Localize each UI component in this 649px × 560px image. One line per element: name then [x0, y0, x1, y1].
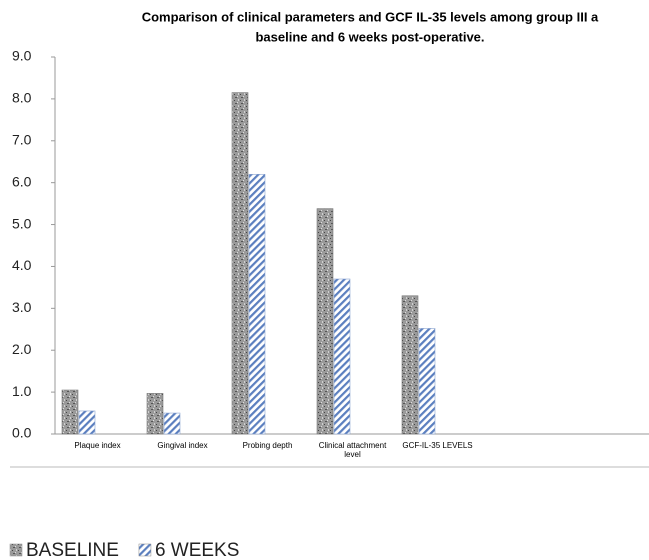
bar [316, 208, 334, 435]
y-tick-label: 5.0 [12, 215, 32, 231]
bar [146, 393, 164, 435]
x-tick-label: GCF-IL-35 LEVELS [402, 441, 473, 450]
x-tick-label: Clinical attachment level [318, 441, 387, 459]
y-tick-label: 7.0 [12, 131, 32, 147]
bar [163, 412, 181, 435]
legend-swatch [138, 543, 152, 557]
bar [418, 328, 436, 435]
bar [333, 278, 351, 435]
chart-title: baseline and 6 weeks post-operative. [255, 29, 484, 44]
bar [248, 173, 266, 435]
legend-swatch [9, 543, 23, 557]
x-tick-label: Probing depth [242, 441, 293, 450]
y-tick-label: 1.0 [12, 383, 32, 399]
bar [401, 295, 419, 435]
bar [61, 389, 79, 435]
legend-label: 6 WEEKS [155, 540, 239, 560]
chart-title: Comparison of clinical parameters and GC… [142, 9, 599, 24]
bar [231, 92, 249, 435]
x-tick-label: Gingival index [157, 441, 208, 450]
y-tick-label: 2.0 [12, 341, 32, 357]
y-tick-label: 3.0 [12, 299, 32, 315]
y-tick-label: 4.0 [12, 257, 32, 273]
y-tick-label: 8.0 [12, 90, 32, 106]
legend-label: BASELINE [26, 540, 119, 560]
y-tick-label: 6.0 [12, 173, 32, 189]
bar [78, 410, 96, 435]
y-tick-label: 9.0 [12, 48, 32, 64]
x-tick-label: Plaque index [74, 441, 121, 450]
y-tick-label: 0.0 [12, 425, 32, 441]
